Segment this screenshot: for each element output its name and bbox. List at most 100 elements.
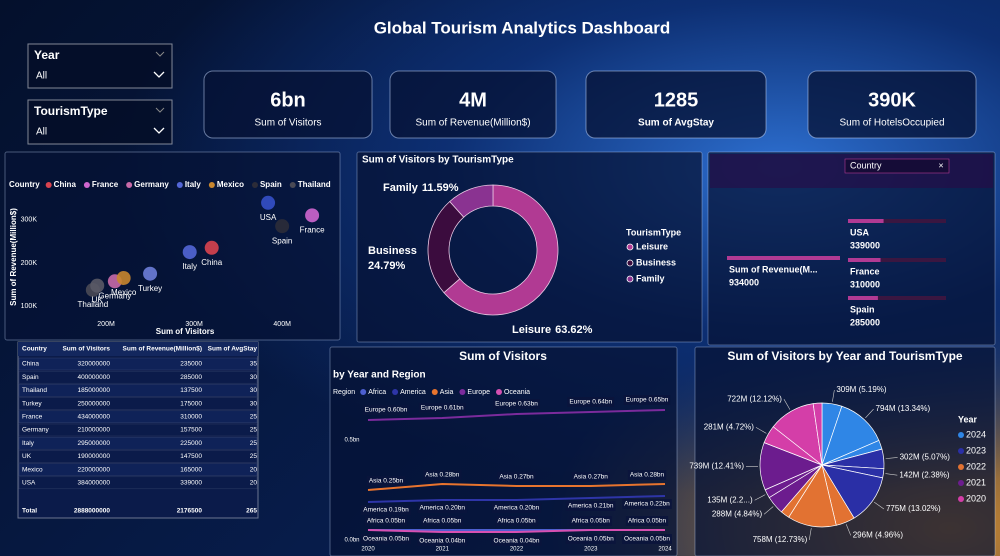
bar (727, 256, 840, 260)
dropdown-chevron[interactable] (153, 71, 165, 78)
table-cell: 320000000 (77, 361, 110, 368)
slice-label: 296M (4.96%) (853, 530, 904, 539)
slice-label: 302M (5.07%) (900, 453, 951, 462)
data-label-bg (569, 516, 612, 526)
table-cell: 235000 (180, 361, 202, 368)
donut-slice (443, 184, 559, 316)
dropdown-chevron[interactable] (153, 127, 165, 134)
donut-slice (449, 184, 494, 218)
filter-box[interactable] (27, 99, 173, 145)
data-label: Africa 0.05bn (572, 518, 611, 525)
table-cell: 190000000 (77, 453, 110, 460)
data-label-bg (361, 505, 411, 515)
x-tick-label: 400M (273, 321, 291, 328)
point-label: France (300, 225, 325, 234)
point-label: Mexico (111, 288, 137, 297)
filter-box[interactable] (27, 43, 173, 89)
data-label-bg (491, 536, 542, 546)
table-row-bg (18, 423, 258, 437)
legend-marker (626, 259, 634, 267)
legend-marker (289, 182, 296, 188)
bar-value: 285000 (850, 317, 880, 327)
chart-subtitle: by Year and Region (333, 370, 426, 381)
table-cell: 210000000 (77, 427, 110, 434)
point-label: Turkey (138, 284, 162, 293)
bar (848, 219, 884, 223)
data-label: Asia 0.27bn (499, 474, 534, 481)
legend-marker (958, 464, 964, 470)
leader-line (754, 494, 766, 501)
legend-marker (958, 480, 964, 486)
legend-title: Country (9, 180, 40, 189)
kpi-value: 1285 (654, 89, 699, 111)
table-cell: Thailand (22, 387, 47, 394)
table-cell: 30 (250, 387, 258, 394)
chart-title: Sum of Visitors by TourismType (362, 155, 514, 166)
slice-category: Family (383, 182, 419, 194)
bar-label: Spain (850, 304, 875, 314)
x-tick-label: 300M (185, 321, 203, 328)
data-label: Africa 0.05bn (497, 518, 536, 525)
slice-label: 739M (12.41%) (689, 462, 744, 471)
scatter-point (182, 245, 197, 260)
bar-label: France (850, 266, 880, 276)
slice-value: 11.59% (422, 182, 459, 194)
legend-marker (958, 496, 964, 502)
data-label-bg (421, 516, 464, 526)
x-tick-label: 2024 (658, 547, 672, 553)
table-cell: Spain (22, 374, 39, 381)
slice-label: 309M (5.19%) (836, 385, 887, 394)
chart-title: Sum of Visitors (459, 349, 547, 363)
panel (356, 151, 703, 343)
legend-marker (626, 275, 634, 283)
leader-line (845, 524, 852, 536)
line (367, 409, 666, 421)
table-total: Total (22, 508, 37, 515)
table-header: Country (22, 346, 47, 353)
legend-marker (126, 182, 133, 188)
table-cell: 147500 (180, 453, 202, 460)
legend-label: Asia (440, 389, 454, 396)
dashboard-title: Global Tourism Analytics Dashboard (374, 18, 671, 37)
legend-marker (45, 182, 52, 188)
table-cell: 165000 (180, 466, 202, 473)
leader-line (808, 528, 812, 540)
table-row-bg (18, 436, 258, 450)
legend-label: Spain (260, 180, 282, 189)
table-row-bg (18, 450, 258, 463)
legend-marker (360, 389, 367, 395)
bar-track (848, 258, 946, 262)
filter-chip[interactable] (844, 158, 950, 174)
data-label: America 0.22bn (624, 501, 670, 508)
data-label: Asia 0.28bn (630, 472, 665, 479)
table-cell: Italy (22, 440, 35, 447)
legend-label: 2023 (966, 445, 986, 455)
scatter-point (305, 208, 320, 223)
scatter-point (143, 266, 158, 281)
legend-title: Year (958, 414, 978, 424)
data-label: Asia 0.28bn (425, 472, 460, 479)
leader-line (783, 399, 791, 410)
legend-label: 2020 (966, 493, 986, 503)
legend-label: Leisure (636, 241, 668, 251)
data-label: Oceania 0.04bn (419, 538, 465, 545)
filter-label: Year (34, 48, 60, 62)
filter-label: TourismType (34, 104, 108, 118)
data-label: Europe 0.60bn (365, 407, 408, 414)
kpi-value: 390K (868, 89, 916, 111)
data-label: Europe 0.65bn (626, 397, 669, 404)
legend-marker (83, 182, 90, 188)
data-label: Europe 0.64bn (569, 399, 612, 406)
data-label: Oceania 0.05bn (568, 536, 614, 543)
data-label-bg (567, 397, 615, 407)
table-cell: UK (22, 453, 32, 460)
slice-label: 758M (12.73%) (753, 535, 808, 544)
kpi-value: 4M (459, 89, 487, 111)
legend-label: America (400, 389, 426, 396)
table-cell: China (22, 361, 39, 368)
data-label: Oceania 0.05bn (624, 536, 670, 543)
table-row-bg (18, 357, 258, 371)
legend-label: 2021 (966, 477, 986, 487)
table-cell: 339000 (180, 480, 202, 487)
